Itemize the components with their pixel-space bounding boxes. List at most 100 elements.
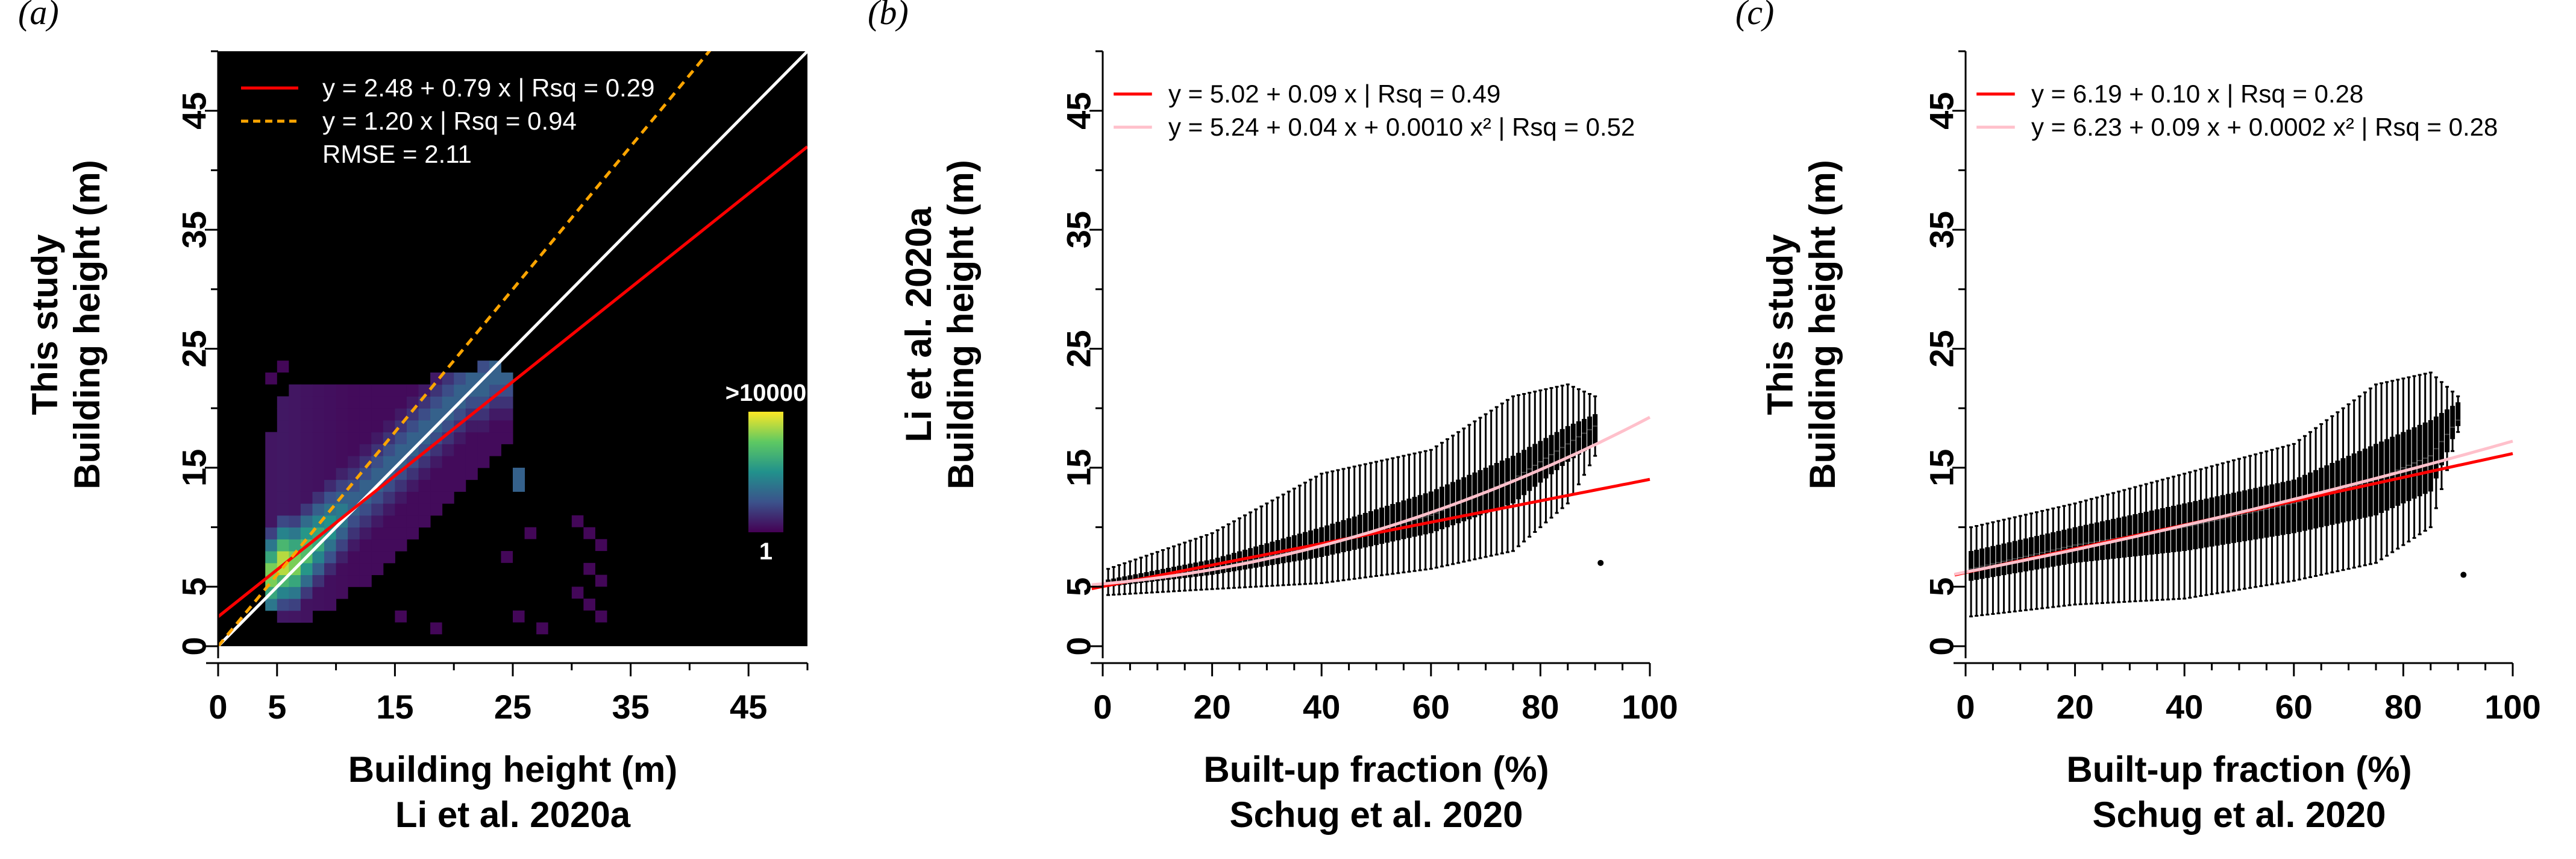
box	[2379, 382, 2384, 561]
heatmap-cell	[289, 456, 301, 468]
heatmap-cell	[454, 384, 466, 397]
box	[1472, 420, 1478, 561]
legend-entry: y = 1.20 x | Rsq = 0.94	[322, 107, 577, 135]
heatmap-cell	[300, 599, 313, 611]
heatmap-cell	[348, 408, 360, 421]
heatmap-cell	[465, 420, 478, 433]
box	[2094, 496, 2099, 605]
heatmap-cell	[395, 503, 407, 516]
heatmap-cell	[418, 503, 431, 516]
heatmap-cell	[489, 408, 501, 421]
box	[1127, 560, 1133, 595]
box-body	[1996, 544, 2001, 576]
heatmap-cell	[336, 384, 348, 397]
box	[1439, 441, 1444, 568]
heatmap-cell	[418, 420, 431, 433]
heatmap-cell	[336, 456, 348, 468]
box	[1138, 556, 1144, 594]
heatmap-cell	[300, 384, 313, 397]
heatmap-cell	[289, 432, 301, 444]
heatmap-cell	[265, 539, 278, 552]
box	[2061, 505, 2067, 607]
x-tick-label: 20	[1193, 688, 1230, 726]
box-body	[2220, 495, 2225, 545]
plot-area	[218, 51, 807, 646]
heatmap-cell	[501, 420, 513, 433]
heatmap-cell	[289, 384, 301, 397]
heatmap-cell	[418, 515, 431, 528]
heatmap-cell	[418, 491, 431, 504]
box	[1308, 479, 1314, 585]
heatmap-cell	[454, 408, 466, 421]
box	[2209, 465, 2214, 596]
box	[1570, 386, 1576, 495]
heatmap-cell	[324, 396, 337, 409]
heatmap-cell	[430, 408, 443, 421]
box	[2160, 479, 2165, 601]
box-body	[2023, 538, 2028, 571]
outlier-point	[1597, 559, 1604, 566]
heatmap-cell	[418, 479, 431, 492]
heatmap-cell	[300, 491, 313, 504]
box	[1521, 393, 1527, 543]
heatmap-cell	[277, 360, 289, 373]
heatmap-cell	[501, 372, 513, 385]
box-body	[2319, 467, 2324, 527]
box	[1494, 406, 1499, 556]
heatmap-cell	[312, 574, 325, 587]
box	[1445, 438, 1450, 567]
heatmap-cell	[359, 396, 372, 409]
x-axis-label: Built-up fraction (%)	[2066, 749, 2411, 790]
heatmap-cell	[336, 527, 348, 540]
box-body	[1593, 414, 1598, 444]
heatmap-cell	[513, 467, 525, 480]
heatmap-cell	[501, 408, 513, 421]
heatmap-cell	[336, 562, 348, 576]
heatmap-cell	[477, 444, 490, 456]
box-body	[2209, 497, 2214, 547]
box	[1434, 445, 1439, 569]
x-tick-label: 100	[2484, 688, 2540, 726]
box	[1226, 523, 1231, 590]
y-tick-label: 0	[1060, 637, 1098, 655]
box-body	[2001, 543, 2007, 576]
y-tick-label: 45	[1923, 92, 1961, 130]
box-body	[1368, 511, 1373, 547]
heatmap-cell	[359, 420, 372, 433]
box	[1188, 540, 1193, 591]
heatmap-cell	[300, 527, 313, 540]
box	[2368, 387, 2373, 565]
box	[2127, 487, 2133, 603]
box	[2237, 458, 2242, 591]
heatmap-cell	[430, 491, 443, 504]
heatmap-cell	[489, 372, 501, 385]
chart-panel-a: (a) >10000 1 y = 2.48 + 0.79 x | Rsq = 0.29…	[18, 0, 809, 835]
heatmap-cell	[359, 444, 372, 456]
linear-fit-line	[218, 145, 807, 618]
heatmap-cell	[265, 444, 278, 456]
box	[1587, 393, 1593, 467]
box	[1582, 391, 1587, 476]
heatmap-cell	[395, 408, 407, 421]
box	[2296, 439, 2302, 581]
box	[2149, 482, 2154, 602]
heatmap-cell	[383, 408, 395, 421]
box-body	[1204, 560, 1209, 576]
heatmap-cell	[300, 456, 313, 468]
heatmap-cell	[359, 479, 372, 492]
x-tick-label: 20	[2056, 688, 2093, 726]
box	[1133, 558, 1138, 595]
box	[1538, 389, 1543, 529]
box	[1450, 435, 1456, 565]
box	[2248, 455, 2253, 589]
heatmap-cell	[277, 599, 289, 611]
box-body	[1335, 521, 1341, 554]
colorbar-min-label: 1	[759, 538, 772, 565]
heatmap-cell	[371, 562, 384, 576]
heatmap-cell	[442, 372, 454, 385]
x-tick-label: 80	[1521, 688, 1559, 726]
heatmap-cell	[395, 491, 407, 504]
box-body	[2051, 532, 2056, 567]
heatmap-cell	[265, 551, 278, 564]
box	[2445, 386, 2450, 471]
